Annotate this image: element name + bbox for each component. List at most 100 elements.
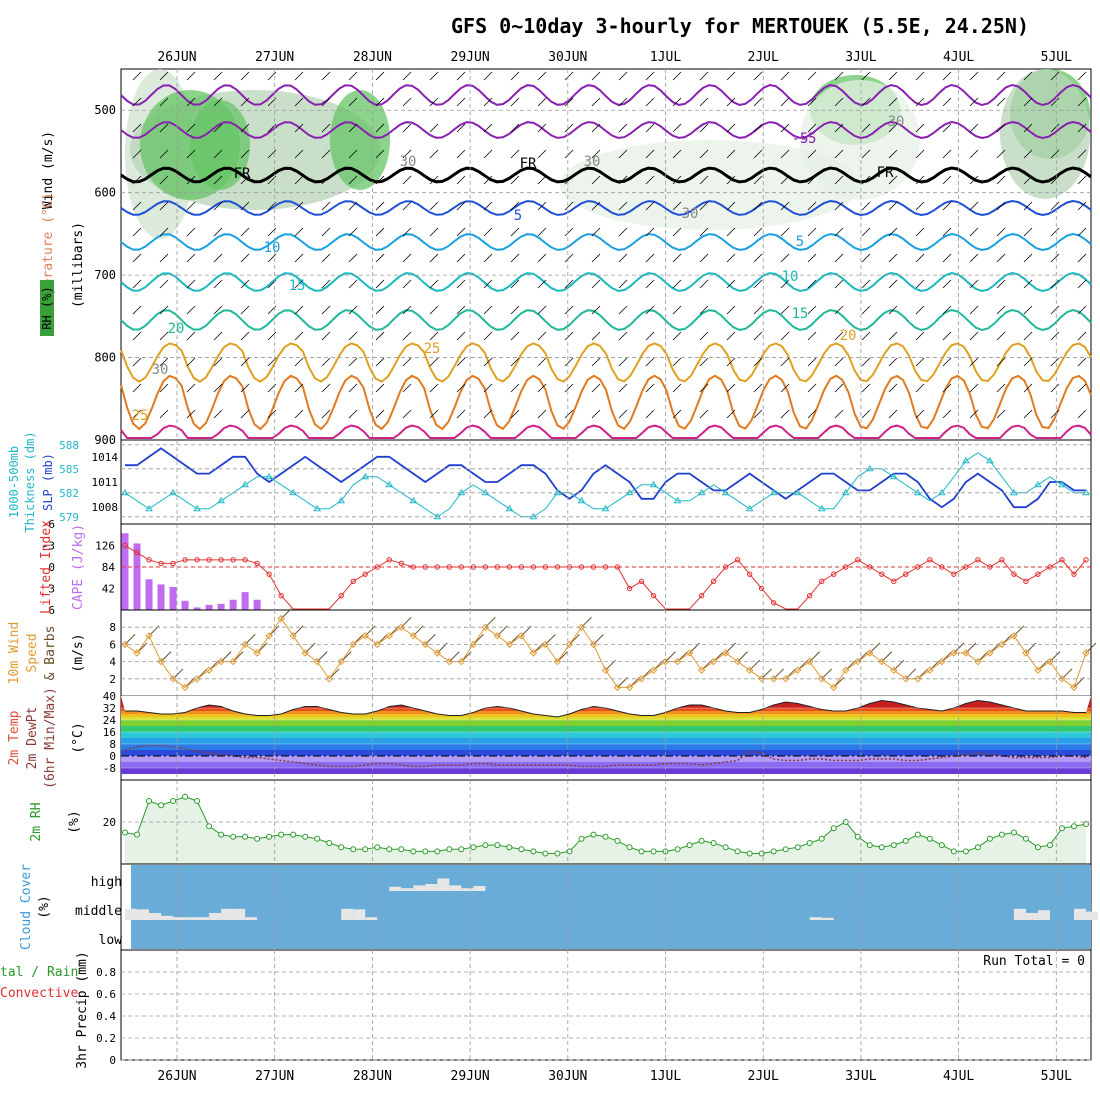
wind-speed-point	[301, 649, 309, 657]
date-label-bottom: 4JUL	[943, 1069, 974, 1084]
wind-barb	[132, 331, 142, 341]
wind-barb	[915, 123, 925, 133]
wind-barb	[159, 279, 169, 289]
rh-point	[794, 844, 801, 851]
wind-barb	[537, 357, 547, 367]
wind-barb	[348, 149, 358, 159]
rh-point	[218, 831, 225, 838]
wind-barb	[267, 253, 277, 263]
lifted-index-point	[903, 571, 909, 577]
wind-barb	[726, 305, 736, 315]
wind-barb	[429, 383, 439, 393]
wind-barb	[510, 97, 520, 107]
thickness-point	[601, 504, 610, 512]
wind-barb	[321, 71, 331, 81]
wind-barb	[780, 305, 790, 315]
lifted-index-point	[975, 557, 981, 563]
wind-panel: 8 6 4 2 10m Wind Speed & Barbs (m/s)	[7, 608, 1097, 697]
wind-barb	[888, 227, 898, 237]
wind-barb	[969, 357, 979, 367]
wind-barb	[969, 175, 979, 185]
cape-ylabel-1: Lifted Index	[39, 520, 54, 614]
thickness-series-line	[124, 452, 1086, 518]
wind-barb	[402, 71, 412, 81]
rh-panel: 20 2m RH (%)	[29, 779, 1092, 865]
wind-barb	[996, 71, 1006, 81]
thickness-point	[481, 488, 490, 496]
wind-barb	[186, 149, 196, 159]
wind-barb	[186, 331, 196, 341]
rh-shading	[330, 90, 390, 190]
wind-barb	[942, 123, 952, 133]
wind-barb	[726, 357, 736, 367]
lifted-index-point	[758, 585, 765, 592]
pressure-tick-label: 800	[94, 351, 116, 365]
wind-speed-point	[325, 675, 333, 683]
wind-barb	[348, 279, 358, 289]
wind-barb	[942, 279, 952, 289]
thickness-point	[241, 480, 250, 488]
rh-point	[230, 833, 237, 840]
wind-speed-point	[385, 632, 393, 640]
wind-barb	[510, 201, 520, 211]
wind-barb	[267, 149, 277, 159]
wind-barb	[186, 123, 196, 133]
cloud-bar	[413, 885, 426, 891]
wind-barb	[1050, 97, 1060, 107]
temperature-color-band	[121, 762, 1091, 768]
wind-barb	[321, 149, 331, 159]
wind-speed-point	[1034, 666, 1042, 674]
wind-barb	[348, 71, 358, 81]
wind-barb	[375, 123, 385, 133]
temperature-contour	[120, 83, 1092, 107]
wind-barb	[1023, 123, 1033, 133]
wind-barb	[483, 279, 493, 289]
wind-barb	[402, 409, 412, 419]
wind-barb	[753, 409, 763, 419]
wind-barb	[726, 409, 736, 419]
wind-speed-point	[685, 649, 694, 657]
contour-label: 20	[168, 321, 185, 337]
wind-barb	[132, 357, 142, 367]
cloud-bar	[185, 917, 198, 920]
wind-barb	[321, 279, 331, 289]
wind-barb	[402, 331, 412, 341]
wind-speed-point	[181, 683, 189, 692]
slp-tick-label: 1011	[92, 476, 119, 489]
wind-barb	[861, 279, 871, 289]
wind-barb	[591, 357, 601, 367]
wind-barb	[402, 175, 412, 185]
slp-ylabel-2: Thickness (dm)	[23, 431, 37, 532]
wind-barb	[942, 97, 952, 107]
wind-barb	[780, 357, 790, 367]
wind-speed-point	[890, 666, 898, 674]
wind-ylabel-2: Speed	[25, 633, 40, 672]
wind-barb	[483, 305, 493, 315]
wind-speed-point	[481, 623, 490, 631]
wind-barb	[483, 357, 493, 367]
date-label-top: 5JUL	[1041, 50, 1072, 65]
rh-point	[326, 840, 333, 846]
wind-barb	[483, 149, 493, 159]
date-label-bottom: 26JUN	[157, 1069, 196, 1084]
wind-barb	[564, 123, 574, 133]
rh-point	[350, 846, 357, 853]
wind-barb	[699, 357, 709, 367]
wind-barb	[132, 409, 142, 419]
cape-bar	[253, 599, 261, 610]
contour-label: 30	[682, 206, 699, 222]
wind-barb	[807, 253, 817, 263]
thickness-point	[529, 512, 538, 520]
wind-barb	[807, 149, 817, 159]
wind-barb	[753, 71, 763, 81]
wind-barb	[240, 357, 250, 367]
cloud-bar	[1013, 908, 1026, 920]
wind-tick-label: 2	[109, 673, 116, 686]
thickness-point	[1058, 480, 1066, 488]
rh-point	[698, 837, 705, 844]
wind-barb	[375, 331, 385, 341]
wind-barb	[753, 331, 763, 341]
wind-barb	[807, 409, 817, 419]
pressure-tick-label: 600	[94, 186, 116, 200]
wind-barb	[564, 71, 574, 81]
